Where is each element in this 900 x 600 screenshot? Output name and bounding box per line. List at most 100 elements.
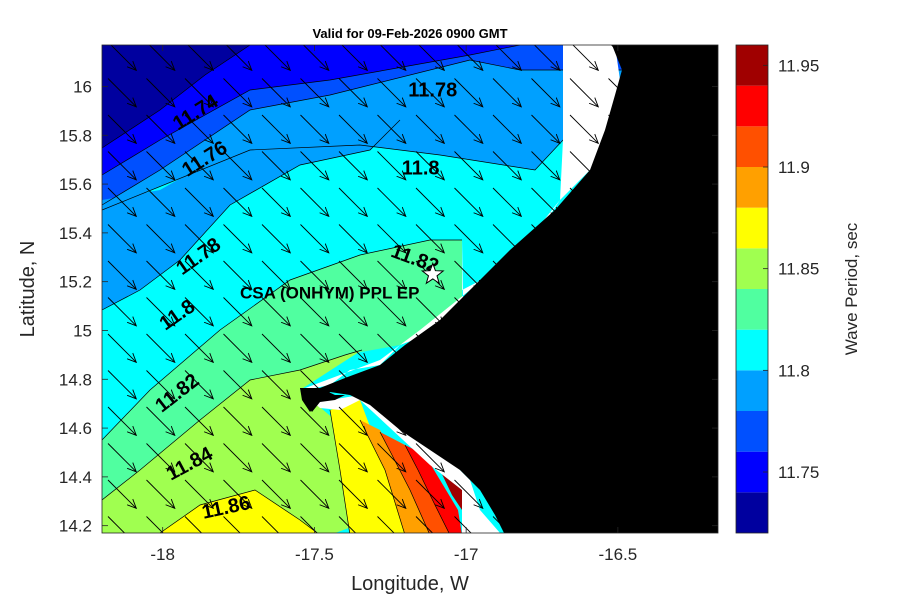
colorbar-segment — [736, 451, 768, 493]
wave-arrow — [225, 45, 252, 70]
colorbar-segment — [736, 126, 768, 167]
band-11.86-11.88 — [160, 490, 318, 533]
wave-arrow — [569, 333, 598, 362]
wave-arrow — [646, 151, 675, 180]
wave-arrow — [184, 297, 213, 326]
band-11.72-11.74 — [102, 45, 250, 148]
wave-arrow — [454, 479, 483, 508]
wave-arrow — [146, 151, 175, 180]
wave-arrow — [569, 406, 598, 435]
wave-arrow — [146, 406, 175, 435]
wave-arrow — [454, 370, 483, 399]
wave-arrow — [608, 78, 637, 107]
y-axis-label: Latitude, N — [17, 241, 39, 338]
wave-arrow — [569, 479, 598, 508]
land-mass — [300, 45, 718, 533]
wave-arrow — [338, 151, 367, 180]
x-axis-label: Longitude, W — [351, 573, 469, 595]
band-11.74-11.76 — [102, 45, 520, 175]
wave-arrow — [646, 479, 675, 508]
wave-arrow — [454, 78, 483, 107]
wave-arrow — [338, 479, 367, 508]
wave-arrow — [533, 45, 560, 70]
wave-arrow — [107, 151, 136, 180]
wave-arrow — [377, 479, 406, 508]
wave-arrow — [223, 114, 252, 143]
wave-arrow — [302, 45, 329, 70]
wave-arrow — [146, 187, 175, 216]
band-11.82-11.84 — [102, 240, 462, 500]
x-axis-ticks: -18 -17.5 -17 -16.5 — [150, 45, 637, 564]
wave-arrow — [608, 260, 637, 289]
wave-arrow — [685, 78, 714, 107]
wave-arrow — [646, 297, 675, 326]
wave-arrow — [454, 516, 472, 533]
wave-arrow — [223, 516, 241, 533]
wave-arrow — [569, 370, 598, 399]
wave-arrow — [685, 151, 714, 180]
wave-arrow — [261, 333, 290, 362]
colorbar-tick-label: 11.9 — [778, 158, 810, 177]
band-11.94-11.96 — [440, 470, 462, 510]
colorbar-tick-label: 11.95 — [778, 56, 819, 75]
wave-arrow — [264, 45, 290, 70]
wave-arrow — [495, 45, 521, 70]
wave-arrow — [531, 479, 560, 508]
wave-arrow — [646, 114, 675, 143]
wave-arrow — [685, 479, 714, 508]
colorbar-segment — [736, 85, 768, 127]
wave-arrow — [492, 114, 521, 143]
wave-arrow — [492, 151, 521, 180]
wave-arrow — [569, 78, 598, 107]
wave-arrow — [685, 516, 703, 533]
wave-arrow — [608, 297, 637, 326]
wave-arrow — [261, 114, 290, 143]
wave-arrow — [415, 370, 444, 399]
wave-arrow — [377, 224, 406, 253]
wave-arrow — [646, 333, 675, 362]
wave-arrow — [492, 370, 521, 399]
band-11.86-11.88-east — [330, 400, 410, 533]
colorbar-tick-label: 11.75 — [778, 463, 819, 482]
y-tick-label: 14.8 — [59, 370, 92, 389]
wave-arrow — [184, 406, 213, 435]
wave-arrow — [184, 78, 213, 107]
contour-lines — [102, 45, 718, 533]
wave-arrow — [377, 333, 406, 362]
wave-arrow — [377, 151, 406, 180]
wave-arrow — [261, 443, 290, 472]
wave-arrow — [531, 443, 560, 472]
wave-arrow — [184, 333, 213, 362]
wave-arrow — [146, 443, 175, 472]
contour-line-11.86 — [159, 489, 318, 533]
contour-label: 11.8 — [402, 158, 440, 180]
wave-arrow — [107, 187, 136, 216]
wave-arrow — [377, 370, 406, 399]
wave-arrow — [184, 443, 213, 472]
wave-arrow — [492, 479, 521, 508]
plot-frame — [101, 44, 719, 534]
wave-arrow — [300, 443, 329, 472]
wave-arrow — [377, 297, 406, 326]
wave-arrow — [608, 370, 637, 399]
wave-arrow — [148, 45, 175, 70]
wave-arrow — [531, 151, 560, 180]
wave-arrow — [300, 114, 329, 143]
wave-arrow — [338, 406, 367, 435]
wave-arrow — [107, 370, 136, 399]
wave-arrow — [531, 406, 560, 435]
wave-arrow — [338, 187, 367, 216]
cape-verde-peninsula — [300, 388, 345, 412]
wave-arrow — [608, 406, 637, 435]
wave-arrow — [646, 224, 675, 253]
wave-arrow — [300, 151, 329, 180]
wave-arrow — [300, 260, 329, 289]
wave-arrow — [261, 406, 290, 435]
wave-arrow — [608, 443, 637, 472]
wave-arrow — [146, 479, 175, 508]
wave-arrow — [146, 516, 164, 533]
wave-arrow — [492, 297, 521, 326]
wave-arrow — [223, 187, 252, 216]
wave-arrow — [261, 224, 290, 253]
